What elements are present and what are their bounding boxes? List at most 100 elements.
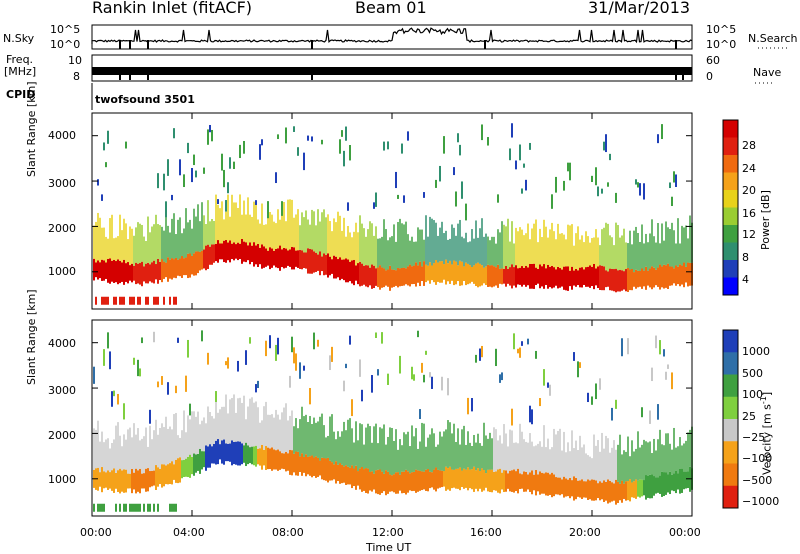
velocity-core-stripe: [277, 449, 279, 471]
velocity-outer-stripe: [391, 427, 393, 476]
power-outer-stripe: [475, 220, 477, 264]
velocity-outer-stripe: [523, 439, 525, 472]
power-outer-stripe: [335, 222, 337, 257]
power-core-stripe: [651, 266, 653, 290]
velocity-sparse-echo: [481, 345, 483, 358]
velocity-core-stripe: [321, 457, 323, 480]
velocity-outer-stripe: [341, 431, 343, 465]
velocity-outer-stripe: [157, 434, 159, 468]
power-sparse-echo: [669, 182, 671, 189]
power-core-stripe: [531, 263, 533, 289]
velocity-core-stripe: [543, 473, 545, 494]
power-core-stripe: [255, 245, 257, 265]
xtick-0400: 04:00: [173, 526, 205, 539]
velocity-outer-stripe: [215, 396, 217, 441]
velocity-core-stripe: [681, 468, 683, 493]
velocity-outer-stripe: [251, 397, 253, 447]
velocity-sparse-echo: [277, 337, 279, 355]
power-outer-stripe: [431, 218, 433, 266]
power-outer-stripe: [599, 245, 601, 266]
velocity-core-stripe: [617, 481, 619, 503]
velocity-core-stripe: [195, 454, 197, 473]
power-core-stripe: [405, 268, 407, 285]
velocity-outer-stripe: [431, 428, 433, 473]
velocity-outer-stripe: [149, 425, 151, 472]
velocity-outer-stripe: [545, 447, 547, 473]
power-outer-stripe: [291, 199, 293, 247]
power-outer-stripe: [445, 230, 447, 260]
velocity-core-stripe: [275, 450, 277, 470]
velocity-outer-stripe: [229, 399, 231, 444]
power-outer-stripe: [579, 239, 581, 268]
freq-unit-label: [MHz]: [4, 65, 37, 78]
power-core-stripe: [549, 266, 551, 288]
power-outer-stripe: [499, 232, 501, 269]
power-outer-stripe: [131, 228, 133, 264]
power-core-stripe: [141, 261, 143, 287]
power-sparse-echo: [555, 176, 557, 193]
power-sparse-echo: [591, 175, 593, 183]
power-outer-stripe: [625, 242, 627, 270]
power-core-stripe: [289, 249, 291, 267]
velocity-sparse-echo: [291, 336, 293, 353]
power-core-stripe: [607, 271, 609, 287]
velocity-outer-stripe: [161, 423, 163, 465]
power-outer-stripe: [247, 197, 249, 246]
power-sparse-echo: [343, 150, 345, 167]
power-core-stripe: [281, 249, 283, 268]
power-core-stripe: [391, 269, 393, 288]
power-core-stripe: [291, 246, 293, 270]
power-outer-stripe: [297, 209, 299, 251]
velocity-outer-stripe: [191, 411, 193, 457]
velocity-outer-stripe: [529, 433, 531, 473]
power-outer-stripe: [533, 223, 535, 264]
power-outer-stripe: [357, 232, 359, 264]
power-core-stripe: [603, 266, 605, 291]
power-outer-stripe: [489, 240, 491, 266]
velocity-core-stripe: [151, 470, 153, 487]
power-outer-stripe: [299, 225, 301, 250]
velocity-outer-stripe: [535, 445, 537, 471]
power-outer-stripe: [397, 222, 399, 269]
power-core-stripe: [341, 259, 343, 279]
power-core-stripe: [183, 258, 185, 276]
velocity-core-stripe: [337, 464, 339, 482]
power-colorbar-segment: [723, 172, 738, 191]
power-sparse-echo: [459, 144, 461, 156]
velocity-sparse-echo: [667, 364, 669, 369]
velocity-outer-stripe: [675, 447, 677, 471]
power-outer-stripe: [623, 228, 625, 272]
power-outer-stripe: [507, 218, 509, 269]
power-outer-stripe: [361, 223, 363, 264]
velocity-sparse-echo: [117, 393, 119, 405]
power-outer-stripe: [389, 237, 391, 266]
velocity-outer-stripe: [117, 422, 119, 471]
velocity-outer-stripe: [577, 450, 579, 481]
power-sparse-echo: [387, 141, 389, 150]
power-outer-stripe: [501, 221, 503, 269]
power-outer-stripe: [105, 236, 107, 263]
power-core-stripe: [613, 269, 615, 292]
velocity-core-stripe: [423, 471, 425, 490]
velocity-outer-stripe: [409, 446, 411, 474]
power-core-stripe: [109, 258, 111, 284]
power-core-stripe: [505, 266, 507, 287]
velocity-outer-stripe: [375, 423, 377, 471]
velocity-outer-stripe: [223, 406, 225, 440]
velocity-core-stripe: [365, 468, 367, 493]
power-outer-stripe: [493, 236, 495, 267]
velocity-outer-stripe: [167, 428, 169, 465]
power-outer-stripe: [393, 224, 395, 270]
power-outer-stripe: [385, 229, 387, 271]
velocity-outer-stripe: [197, 411, 199, 455]
velocity-outer-stripe: [303, 416, 305, 457]
velocity-outer-stripe: [551, 447, 553, 473]
power-outer-stripe: [511, 221, 513, 265]
power-sparse-echo: [209, 124, 211, 133]
velocity-core-stripe: [605, 481, 607, 501]
power-sparse-echo: [221, 153, 223, 171]
noise-tick-left-high: 10^5: [50, 23, 81, 36]
velocity-ylabel: Slant Range [km]: [25, 289, 38, 385]
velocity-outer-stripe: [107, 438, 109, 471]
power-outer-stripe: [577, 226, 579, 271]
